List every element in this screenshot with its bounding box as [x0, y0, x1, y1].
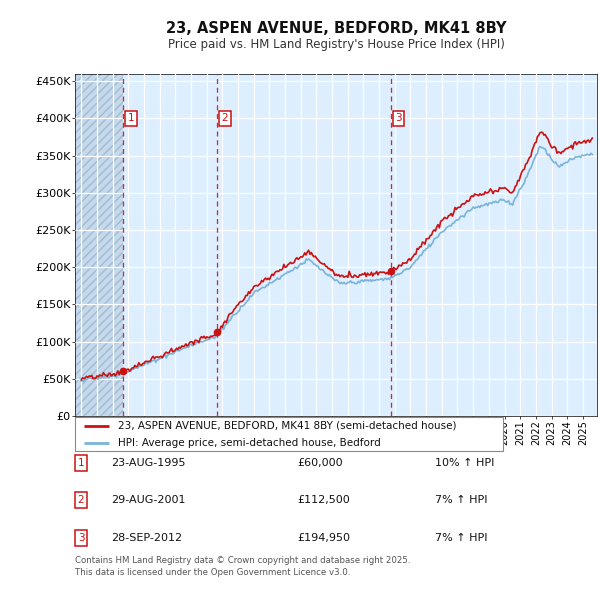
Text: £194,950: £194,950	[297, 533, 350, 543]
Text: 1: 1	[128, 113, 134, 123]
Text: 7% ↑ HPI: 7% ↑ HPI	[435, 496, 487, 505]
Text: Price paid vs. HM Land Registry's House Price Index (HPI): Price paid vs. HM Land Registry's House …	[167, 38, 505, 51]
Text: £112,500: £112,500	[297, 496, 350, 505]
Text: 3: 3	[77, 533, 85, 543]
Text: 29-AUG-2001: 29-AUG-2001	[111, 496, 185, 505]
Text: Contains HM Land Registry data © Crown copyright and database right 2025.
This d: Contains HM Land Registry data © Crown c…	[75, 556, 410, 577]
Text: 2: 2	[221, 113, 228, 123]
Text: 23, ASPEN AVENUE, BEDFORD, MK41 8BY: 23, ASPEN AVENUE, BEDFORD, MK41 8BY	[166, 21, 506, 35]
Text: 28-SEP-2012: 28-SEP-2012	[111, 533, 182, 543]
Text: £60,000: £60,000	[297, 458, 343, 468]
Text: 10% ↑ HPI: 10% ↑ HPI	[435, 458, 494, 468]
Bar	[75, 74, 123, 416]
Text: 23-AUG-1995: 23-AUG-1995	[111, 458, 185, 468]
Text: 1: 1	[77, 458, 85, 468]
FancyBboxPatch shape	[75, 417, 503, 451]
Text: 7% ↑ HPI: 7% ↑ HPI	[435, 533, 487, 543]
Bar	[75, 74, 123, 416]
Text: 23, ASPEN AVENUE, BEDFORD, MK41 8BY (semi-detached house): 23, ASPEN AVENUE, BEDFORD, MK41 8BY (sem…	[118, 421, 457, 431]
Text: HPI: Average price, semi-detached house, Bedford: HPI: Average price, semi-detached house,…	[118, 438, 380, 448]
Text: 2: 2	[77, 496, 85, 505]
Text: 3: 3	[395, 113, 402, 123]
